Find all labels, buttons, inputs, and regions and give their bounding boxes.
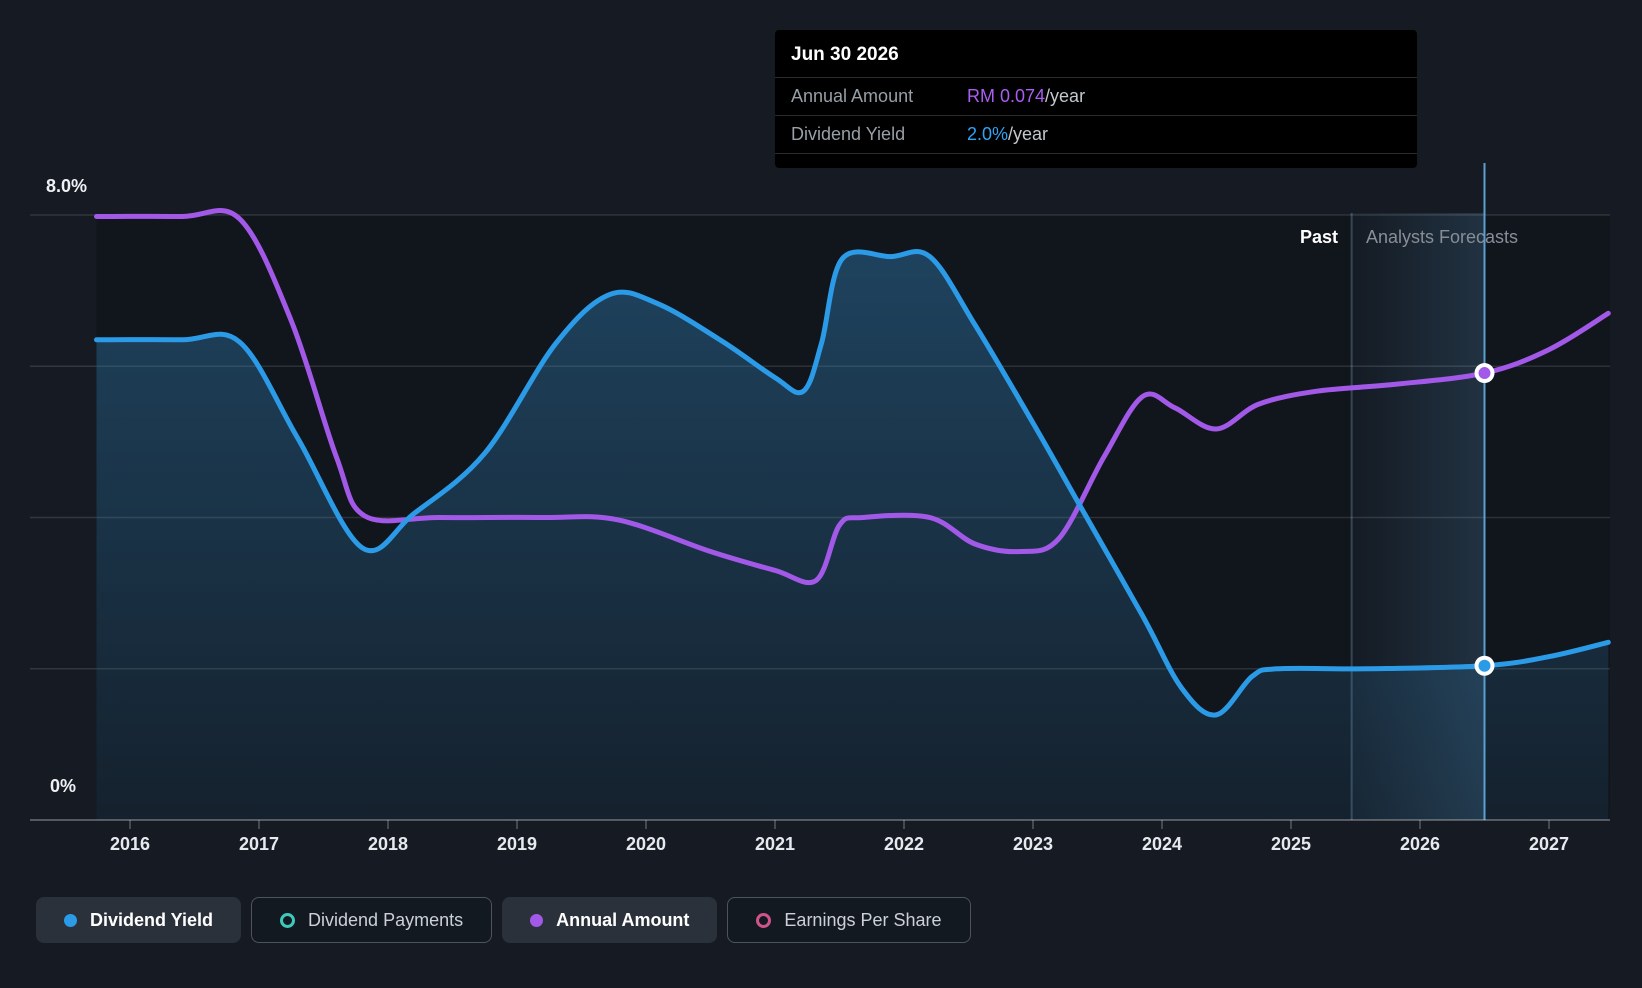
chart-legend: Dividend Yield Dividend Payments Annual Am… <box>36 897 971 943</box>
legend-item-label: Earnings Per Share <box>784 909 942 930</box>
analysts-forecasts-label: Analysts Forecasts <box>1366 227 1519 247</box>
x-axis-label: 2020 <box>626 834 666 854</box>
marker-annual-amount <box>1474 363 1495 384</box>
x-axis-label: 2017 <box>239 834 279 854</box>
marker-dividend-yield <box>1474 655 1495 676</box>
annual-amount-line <box>94 208 1611 586</box>
y-axis-label-max: 8.0% <box>46 176 88 196</box>
legend-item-label: Annual Amount <box>556 909 690 930</box>
x-axis-label: 2016 <box>110 834 150 854</box>
series-ring-icon <box>756 912 772 928</box>
x-axis-label: 2019 <box>497 834 537 854</box>
legend-item-earnings-per-share[interactable]: Earnings Per Share <box>727 897 971 943</box>
x-axis-labels: 2016 2017 2018 2019 2020 2021 2022 2023 2024 2025… <box>110 834 1569 854</box>
legend-item-label: Dividend Yield <box>90 909 214 930</box>
legend-item-annual-amount[interactable]: Annual Amount <box>502 897 718 943</box>
dividend-yield-area <box>96 251 1609 821</box>
x-axis-label: 2023 <box>1013 834 1053 854</box>
series-dot-icon <box>530 913 544 927</box>
x-axis-label: 2018 <box>368 834 408 854</box>
chart-tooltip: Jun 30 2026 Annual Amount RM 0.074 /year… <box>775 30 1417 168</box>
tooltip-row-value: RM 0.074 <box>967 86 1046 106</box>
dividend-yield-line <box>94 249 1611 718</box>
x-axis-label: 2024 <box>1142 834 1182 854</box>
legend-item-dividend-payments[interactable]: Dividend Payments <box>251 897 493 943</box>
x-axis-label: 2026 <box>1400 834 1440 854</box>
legend-item-dividend-yield[interactable]: Dividend Yield <box>36 897 242 943</box>
x-axis-label: 2025 <box>1271 834 1311 854</box>
past-label: Past <box>1299 227 1338 247</box>
x-axis-label: 2027 <box>1529 834 1569 854</box>
x-axis-label: 2022 <box>884 834 924 854</box>
tooltip-row-label: Annual Amount <box>791 86 914 106</box>
series-ring-icon <box>280 912 296 928</box>
tooltip-row: Dividend Yield 2.0% /year <box>775 116 1417 154</box>
legend-item-label: Dividend Payments <box>308 909 464 930</box>
series-dot-icon <box>64 913 77 927</box>
x-axis-ticks <box>129 820 1550 829</box>
tooltip-row-suffix: /year <box>1045 86 1086 106</box>
x-axis-label: 2021 <box>755 834 795 854</box>
y-axis-label-min: 0% <box>50 776 77 796</box>
tooltip-row-label: Dividend Yield <box>791 124 906 144</box>
tooltip-date: Jun 30 2026 <box>775 30 1417 78</box>
tooltip-row-suffix: /year <box>1008 124 1049 144</box>
tooltip-row-value: 2.0% <box>967 124 1009 144</box>
tooltip-row: Annual Amount RM 0.074 /year <box>775 78 1417 116</box>
